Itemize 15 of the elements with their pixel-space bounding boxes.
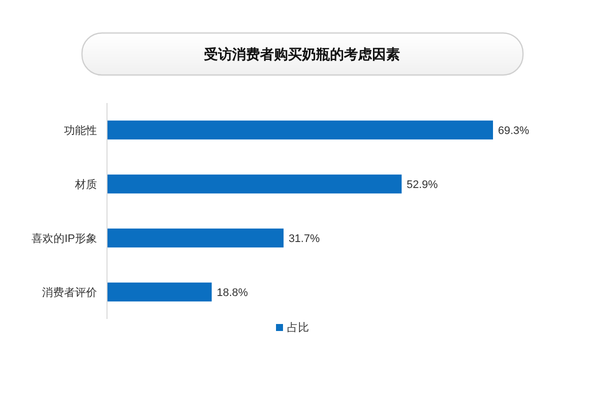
- bar: [107, 174, 402, 194]
- legend: 占比: [276, 322, 309, 334]
- bar: [107, 282, 212, 302]
- data-label: 52.9%: [406, 179, 438, 191]
- y-tick-label: 功能性: [64, 124, 97, 137]
- data-label: 18.8%: [216, 287, 248, 299]
- y-tick-label: 材质: [74, 178, 97, 191]
- y-tick-label: 消费者评价: [42, 286, 97, 299]
- legend-label: 占比: [287, 321, 309, 334]
- bar: [107, 228, 284, 248]
- data-label: 31.7%: [288, 233, 320, 245]
- y-tick-label: 喜欢的IP形象: [32, 232, 97, 245]
- data-label: 69.3%: [498, 125, 530, 137]
- bar: [107, 120, 493, 140]
- chart-title: 受访消费者购买奶瓶的考虑因素: [203, 46, 400, 62]
